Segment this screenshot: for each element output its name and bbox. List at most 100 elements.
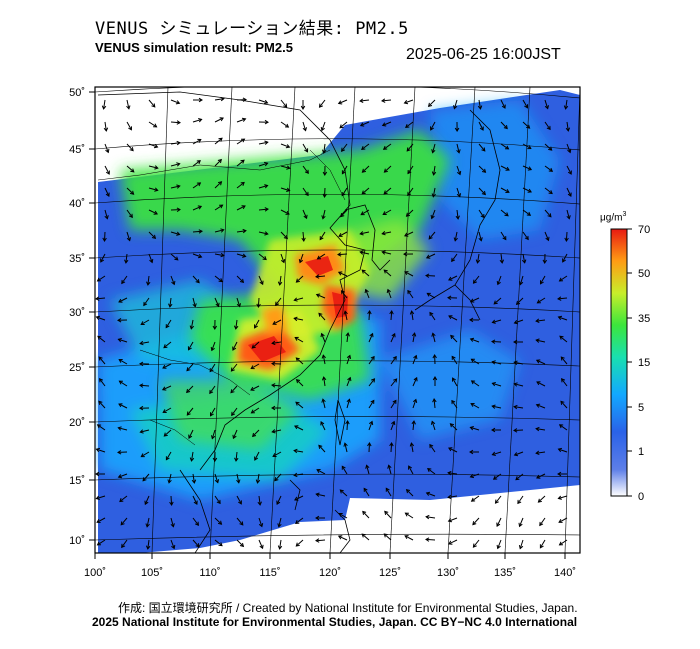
wind-arrow <box>522 231 529 240</box>
wind-arrow <box>236 297 241 307</box>
wind-arrow <box>236 230 246 233</box>
wind-arrowhead <box>286 165 291 170</box>
wind-arrowhead <box>381 231 386 236</box>
wind-arrow <box>478 209 485 218</box>
wind-arrowhead <box>255 479 261 484</box>
wind-arrowhead <box>431 171 437 176</box>
wind-arrowhead <box>567 148 572 154</box>
wind-arrowhead <box>542 259 548 264</box>
wind-arrowhead <box>425 491 431 496</box>
wind-arrowhead <box>319 236 324 241</box>
wind-arrow <box>404 231 414 237</box>
wind-arrow <box>368 356 375 365</box>
wind-arrowhead <box>230 367 235 372</box>
wind-arrowhead <box>294 496 299 501</box>
wind-arrowhead <box>198 229 204 234</box>
wind-arrow <box>126 165 135 173</box>
wind-arrowhead <box>250 409 255 414</box>
wind-arrow <box>316 294 326 299</box>
wind-arrow <box>295 357 304 365</box>
wind-arrow <box>566 121 569 131</box>
wind-arrowhead <box>369 332 374 338</box>
wind-arrowhead <box>318 312 323 317</box>
wind-arrow <box>280 231 288 239</box>
wind-arrowhead <box>558 277 564 282</box>
wind-arrowhead <box>128 126 132 131</box>
wind-arrow <box>214 137 223 145</box>
wind-arrow <box>251 407 260 414</box>
wind-arrow <box>299 253 304 263</box>
wind-arrow <box>170 517 174 527</box>
wind-arrow <box>120 517 128 526</box>
wind-arrowhead <box>470 497 476 502</box>
wind-arrowhead <box>561 378 566 383</box>
wind-arrowhead <box>318 444 323 449</box>
lat-label: 50˚ <box>69 87 85 99</box>
wind-arrowhead <box>492 475 498 480</box>
wind-arrowhead <box>304 148 309 153</box>
wind-arrowhead <box>496 522 501 527</box>
wind-arrowhead <box>154 187 159 192</box>
wind-arrow <box>339 121 348 129</box>
wind-arrowhead <box>447 518 453 523</box>
wind-arrowhead <box>340 212 345 218</box>
wind-arrowhead <box>271 361 276 366</box>
wind-arrowhead <box>505 189 510 193</box>
wind-arrowhead <box>293 448 298 454</box>
wind-arrowhead <box>175 100 181 105</box>
wind-arrow <box>140 429 150 433</box>
wind-arrow <box>296 379 304 387</box>
wind-arrowhead <box>517 499 522 505</box>
wind-arrowhead <box>217 520 223 525</box>
wind-arrowhead <box>560 400 565 405</box>
wind-arrowhead <box>153 143 159 149</box>
wind-arrow <box>383 143 392 150</box>
wind-arrow <box>148 99 156 108</box>
wind-arrowhead <box>230 389 235 394</box>
wind-arrow <box>338 271 348 277</box>
wind-arrow <box>433 398 436 409</box>
wind-arrowhead <box>515 476 520 481</box>
wind-arrow <box>280 143 290 148</box>
wind-arrow <box>544 165 553 172</box>
wind-arrowhead <box>340 290 345 295</box>
wind-arrow <box>472 517 480 525</box>
wind-arrowhead <box>392 355 397 361</box>
wind-arrow <box>473 275 480 284</box>
wind-arrowhead <box>518 544 524 550</box>
wind-arrowhead <box>241 205 246 210</box>
wind-arrow <box>170 275 175 285</box>
wind-arrowhead <box>448 540 453 545</box>
wind-arrow <box>258 208 269 211</box>
wind-arrow <box>536 381 546 387</box>
wind-arrow <box>432 143 436 153</box>
wind-arrow <box>381 99 392 102</box>
wind-arrow <box>148 253 153 263</box>
wind-arrowhead <box>548 146 553 151</box>
wind-arrowhead <box>431 193 436 198</box>
wind-arrow <box>470 473 480 478</box>
wind-arrow <box>448 315 458 321</box>
wind-arrow <box>318 445 326 453</box>
wind-arrow <box>280 121 289 128</box>
wind-arrowhead <box>130 168 135 173</box>
wind-arrow <box>338 513 348 519</box>
wind-arrow <box>126 121 132 131</box>
wind-arrow <box>170 121 181 124</box>
wind-arrowhead <box>240 159 245 164</box>
wind-arrow <box>104 187 110 197</box>
wind-arrow <box>346 377 351 387</box>
wind-arrow <box>276 495 282 505</box>
wind-arrow <box>470 403 480 409</box>
wind-arrowhead <box>537 498 542 503</box>
wind-arrowhead <box>198 97 203 103</box>
lat-label: 25˚ <box>69 362 85 374</box>
wind-arrowhead <box>142 477 147 482</box>
wind-arrowhead <box>315 293 321 298</box>
wind-arrow <box>100 253 106 263</box>
wind-arrow <box>236 182 245 189</box>
wind-arrow <box>565 99 568 109</box>
wind-arrowhead <box>195 543 200 548</box>
wind-arrow <box>126 187 134 195</box>
wind-arrowhead <box>321 354 326 359</box>
